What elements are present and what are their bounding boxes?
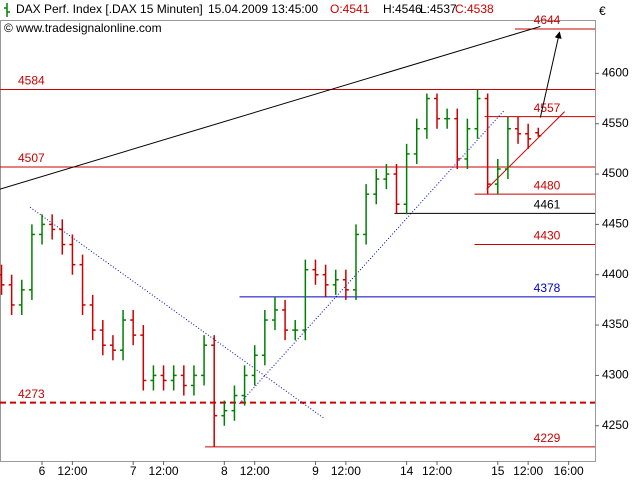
level-label: 4507 — [18, 151, 45, 165]
y-tick-label: 4400 — [602, 267, 629, 281]
x-tick-label: 6 — [39, 464, 46, 478]
datetime: 15.04.2009 13:45:00 — [208, 2, 318, 16]
quote-open: O:4541 — [330, 2, 370, 16]
y-tick-label: 4550 — [602, 116, 629, 130]
x-tick-label: 9 — [312, 464, 319, 478]
y-tick-label: 4450 — [602, 217, 629, 231]
x-tick-label: 12:00 — [240, 464, 270, 478]
x-tick-label: 14 — [400, 464, 414, 478]
level-label: 4273 — [18, 387, 45, 401]
y-tick-label: 4600 — [602, 66, 629, 80]
x-tick-label: 12:00 — [513, 464, 543, 478]
quote-high: H:4546 — [383, 2, 422, 16]
level-label: 4644 — [534, 13, 561, 27]
y-tick-label: 4350 — [602, 317, 629, 331]
level-label: 4584 — [18, 74, 45, 88]
x-tick-label: 12:00 — [149, 464, 179, 478]
trendline — [0, 25, 541, 190]
level-label: 4378 — [534, 281, 561, 295]
x-tick-label: 16:00 — [554, 464, 584, 478]
x-tick-label: 12:00 — [57, 464, 87, 478]
header-icon — [4, 3, 10, 17]
trendline — [539, 31, 562, 118]
level-label: 4229 — [534, 431, 561, 445]
copyright: © www.tradesignalonline.com — [4, 21, 162, 35]
quote-low: L:4537 — [420, 2, 457, 16]
chart-title: DAX Perf. Index [.DAX 15 Minuten] — [16, 2, 203, 16]
x-tick-label: 8 — [221, 464, 228, 478]
level-label: 4480 — [534, 178, 561, 192]
y-unit: € — [599, 4, 606, 18]
y-tick-label: 4250 — [602, 418, 629, 432]
x-tick-label: 7 — [130, 464, 137, 478]
y-tick-label: 4300 — [602, 368, 629, 382]
x-tick-label: 15 — [491, 464, 505, 478]
trendline — [239, 109, 506, 404]
x-tick-label: 12:00 — [422, 464, 452, 478]
x-tick-label: 12:00 — [331, 464, 361, 478]
trendline — [29, 206, 325, 420]
level-label: 4461 — [534, 197, 561, 211]
quote-close: C:4538 — [455, 2, 494, 16]
plot-frame — [0, 20, 596, 462]
y-tick-label: 4500 — [602, 166, 629, 180]
level-label: 4430 — [534, 229, 561, 243]
level-label: 4557 — [534, 101, 561, 115]
trendline — [486, 111, 565, 190]
